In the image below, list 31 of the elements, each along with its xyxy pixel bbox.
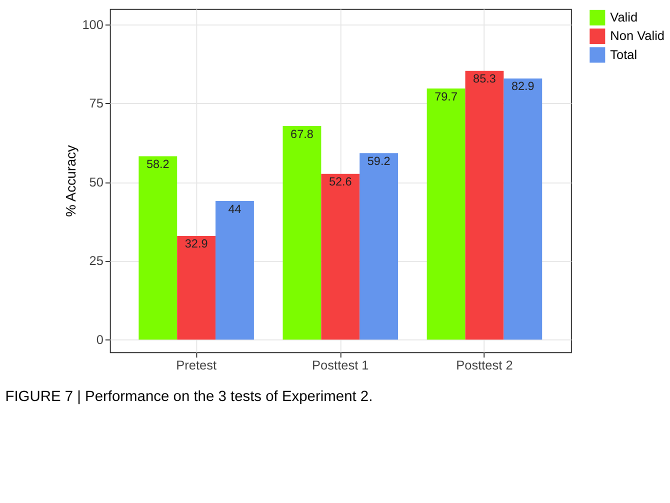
bar	[282, 126, 322, 340]
x-tick-label: Pretest	[176, 357, 217, 372]
bar	[321, 174, 360, 340]
legend-label: Valid	[610, 10, 638, 25]
x-tick-label: Posttest 1	[312, 357, 369, 372]
data-label: 79.7	[434, 90, 458, 104]
x-tick-label: Posttest 2	[456, 357, 513, 372]
data-label: 82.9	[511, 80, 534, 94]
bar	[426, 88, 466, 340]
y-axis-title: % Accuracy	[63, 145, 78, 217]
bar	[216, 200, 254, 340]
data-label: 52.6	[328, 176, 352, 189]
data-label: 58.2	[146, 158, 170, 172]
bar	[504, 78, 542, 340]
y-tick-label: 25	[89, 253, 104, 268]
caption: FIGURE 7 | Performance on the 3 tests of Experiment 2.	[5, 389, 373, 406]
y-tick-label: 75	[89, 96, 104, 111]
legend-label: Non Valid	[610, 28, 665, 44]
y-tick-label: 50	[89, 174, 104, 190]
bar	[177, 236, 216, 340]
data-label: 32.9	[184, 238, 208, 251]
bar	[138, 156, 178, 340]
y-tick-label: 100	[82, 17, 104, 32]
data-label: 59.2	[367, 154, 390, 168]
legend-label: Total	[610, 46, 638, 62]
data-label: 67.8	[290, 128, 314, 141]
data-label: 44	[228, 202, 242, 216]
bar	[360, 153, 398, 340]
data-label: 85.3	[473, 72, 496, 86]
y-tick-label: 0	[96, 332, 104, 347]
bar	[465, 70, 504, 340]
